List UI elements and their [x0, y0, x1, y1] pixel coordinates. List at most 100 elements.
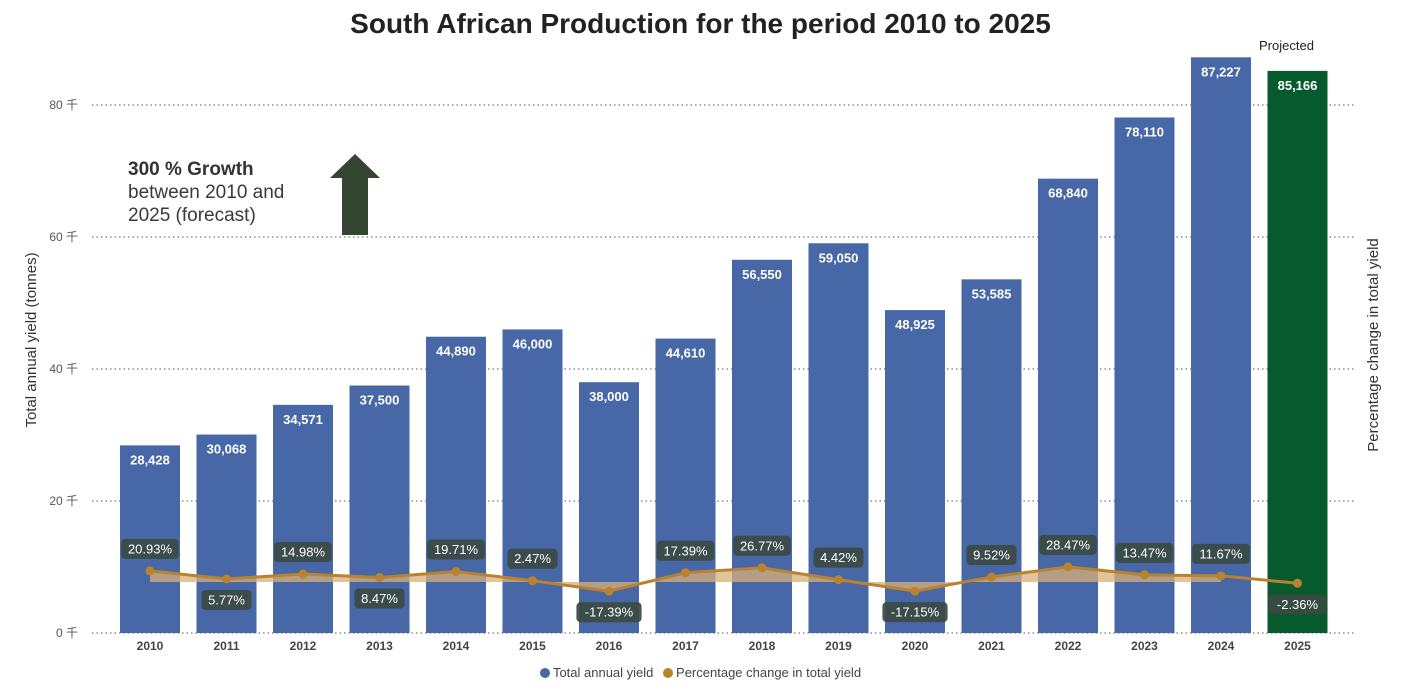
bar-value-label: 44,890	[436, 344, 476, 359]
bar	[502, 329, 563, 633]
change-label-box	[1192, 543, 1250, 564]
change-label: -17.15%	[891, 605, 940, 620]
change-label: 19.71%	[434, 542, 479, 557]
change-point	[681, 568, 690, 578]
change-point	[910, 586, 920, 596]
change-label-box	[1039, 534, 1097, 555]
change-point	[1216, 571, 1226, 581]
data-labels: 28,428 30,068 34,571 37,500 44,890 46,000 38,0…	[121, 64, 1327, 623]
change-point	[604, 586, 614, 596]
change-band-area	[150, 566, 1221, 592]
change-point	[987, 572, 996, 582]
bar-value-label: 59,050	[819, 250, 859, 265]
y-tick-label: 0 千	[56, 626, 78, 640]
chart-title: South African Production for the period …	[350, 8, 1051, 39]
growth-headline: 300 % Growth	[128, 159, 254, 180]
bar-value-label: 30,068	[207, 442, 247, 457]
change-label: 13.47%	[1122, 545, 1167, 560]
change-point	[528, 576, 537, 586]
change-label-box	[1115, 542, 1174, 563]
x-tick-label: 2013	[366, 639, 393, 653]
y-axis-title: Total annual yield (tonnes)	[23, 252, 40, 427]
x-tick-label: 2019	[825, 639, 852, 653]
change-point	[1293, 578, 1302, 588]
y-tick-label: 80 千	[49, 98, 78, 112]
bar	[655, 338, 716, 633]
x-tick-label: 2024	[1208, 639, 1235, 653]
legend-label-yield: Total annual yield	[552, 665, 654, 680]
change-label: 14.98%	[281, 545, 326, 560]
change-label-box	[507, 548, 558, 569]
bar-value-label: 28,428	[130, 452, 170, 467]
change-point	[375, 573, 384, 583]
change-label: 5.77%	[208, 592, 245, 607]
bar-value-label: 46,000	[513, 336, 553, 351]
x-tick-label: 2014	[443, 639, 470, 653]
change-label: 28.47%	[1046, 537, 1091, 552]
change-label-box	[656, 540, 715, 561]
change-label-box	[1268, 594, 1327, 615]
bar	[885, 310, 945, 633]
bar-value-label: 85,166	[1278, 78, 1318, 93]
bar-value-label: 78,110	[1125, 124, 1164, 139]
change-label: 20.93%	[128, 541, 173, 556]
bar	[426, 336, 486, 633]
change-label-box	[733, 535, 791, 556]
change-point	[1063, 562, 1073, 572]
change-point	[451, 567, 461, 577]
change-label-box	[813, 547, 864, 568]
change-label-box	[274, 542, 332, 563]
bar	[273, 404, 333, 633]
change-label-box	[121, 538, 179, 559]
bar	[1191, 57, 1251, 633]
x-tick-label: 2017	[672, 639, 699, 653]
chart-plot: 28,428 30,068 34,571 37,500 44,890 46,000 38,0…	[23, 57, 1382, 653]
growth-annotation: 300 % Growth between 2010 and 2025 (fore…	[128, 158, 328, 227]
change-label-box	[354, 588, 405, 609]
bar-value-label: 68,840	[1048, 186, 1088, 201]
x-tick-label: 2021	[978, 639, 1005, 653]
change-label: 26.77%	[740, 538, 785, 553]
legend-item-change[interactable]: Percentage change in total yield	[663, 665, 861, 680]
x-tick-label: 2015	[519, 639, 546, 653]
legend-item-yield[interactable]: Total annual yield	[539, 665, 654, 680]
change-point	[757, 563, 767, 573]
change-label: -17.39%	[585, 605, 634, 620]
change-point	[834, 575, 843, 585]
change-point	[145, 566, 155, 576]
change-polyline	[149, 565, 1298, 593]
change-label: 9.52%	[973, 547, 1010, 562]
legend-dot-change	[663, 668, 674, 678]
x-tick-label: 2023	[1131, 639, 1158, 653]
change-label: 8.47%	[361, 591, 398, 606]
y-tick-label: 60 千	[49, 230, 78, 244]
change-label: 17.39%	[663, 543, 708, 558]
x-tick-label: 2018	[749, 639, 776, 653]
legend-label-change: Percentage change in total yield	[676, 665, 862, 680]
bar	[1267, 70, 1328, 633]
change-label-box	[427, 539, 485, 560]
legend-dot-yield	[539, 668, 550, 678]
change-label-box	[882, 602, 948, 623]
x-tick-label: 2022	[1055, 639, 1082, 653]
change-label: 4.42%	[820, 550, 857, 565]
y-tick-label: 40 千	[49, 362, 78, 376]
bar	[808, 243, 869, 633]
bar-value-label: 53,585	[972, 286, 1012, 301]
bar-value-label: 38,000	[589, 389, 629, 404]
bar-value-label: 37,500	[360, 393, 400, 408]
gridlines	[92, 104, 1355, 634]
up-arrow-icon	[330, 154, 380, 235]
y2-axis-title: Percentage change in total yield	[1365, 238, 1382, 451]
bar-value-label: 56,550	[742, 267, 782, 282]
change-label-box	[201, 589, 252, 610]
change-label-box	[966, 544, 1017, 565]
bar-value-label: 34,571	[283, 412, 323, 427]
bar-value-label: 48,925	[895, 317, 935, 332]
y-tick-label: 20 千	[49, 494, 78, 508]
change-band	[150, 566, 1221, 592]
change-label-box	[576, 602, 642, 623]
growth-body: between 2010 and 2025 (forecast)	[128, 182, 285, 226]
legend: Total annual yield Percentage change in …	[0, 665, 1401, 680]
x-tick-label: 2025	[1284, 639, 1311, 653]
